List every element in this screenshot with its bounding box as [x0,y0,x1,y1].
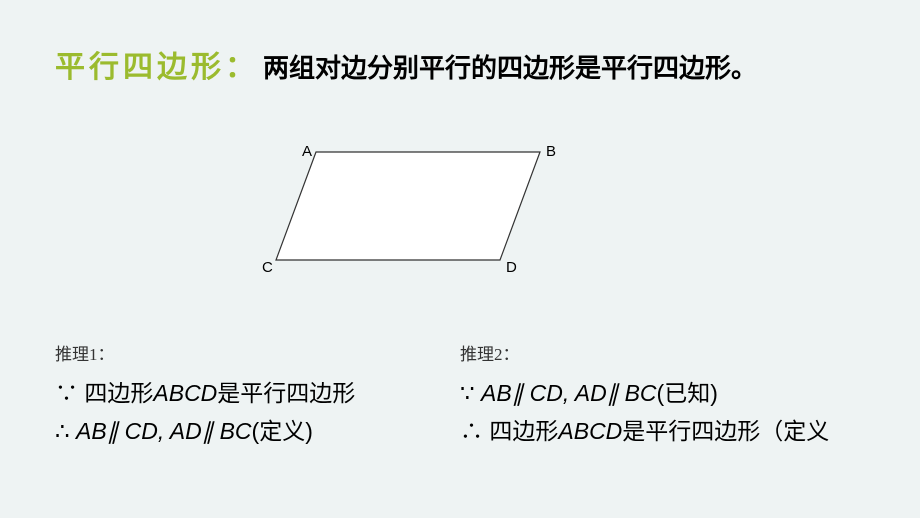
proof1-line2-prefix: ∴ [55,418,76,444]
proof1-line2-suffix: (定义) [252,418,313,444]
proof2-line1: ∵ AB∥ CD, AD∥ BC(已知) [460,377,865,409]
proof2-line1-expr: AB∥ CD, AD∥ BC [481,380,657,406]
proof1-line1-suffix: 是平行四边形 [217,380,355,406]
proof2-line2-prefix: ∴ 四边形 [460,418,558,444]
parallelogram-shape [276,152,540,260]
vertex-label-b: B [546,143,556,160]
vertex-label-c: C [262,259,273,276]
proof-right: 推理2： ∵ AB∥ CD, AD∥ BC(已知) ∴ 四边形ABCD是平行四边… [460,340,865,453]
proof1-line1-prefix: ∵ 四边形 [55,380,153,406]
proof2-line2-suffix: 是平行四边形（定义 [622,418,829,444]
proof-left: 推理1： ∵ 四边形ABCD是平行四边形 ∴ AB∥ CD, AD∥ BC(定义… [55,340,460,453]
proof1-line2: ∴ AB∥ CD, AD∥ BC(定义) [55,415,460,447]
definition-text: 两组对边分别平行的四边形是平行四边形。 [263,54,757,83]
vertex-label-a: A [302,143,312,160]
header-block: 平行四边形： 两组对边分别平行的四边形是平行四边形。 [55,42,865,90]
proof2-line1-prefix: ∵ [460,380,481,406]
vertex-label-d: D [506,259,517,276]
proof1-line1-vars: ABCD [153,380,217,406]
proof2-title: 推理2： [460,340,865,365]
proof2-line2-vars: ABCD [558,418,622,444]
proof2-line1-suffix: (已知) [657,380,718,406]
diagram-svg: A B C D [260,140,580,280]
page-title: 平行四边形： [55,51,259,84]
parallelogram-diagram: A B C D [260,140,580,280]
proof1-title: 推理1： [55,340,460,365]
proof-section: 推理1： ∵ 四边形ABCD是平行四边形 ∴ AB∥ CD, AD∥ BC(定义… [55,340,865,453]
proof1-line2-expr: AB∥ CD, AD∥ BC [76,418,252,444]
proof2-line2: ∴ 四边形ABCD是平行四边形（定义 [460,415,865,447]
proof1-line1: ∵ 四边形ABCD是平行四边形 [55,377,460,409]
